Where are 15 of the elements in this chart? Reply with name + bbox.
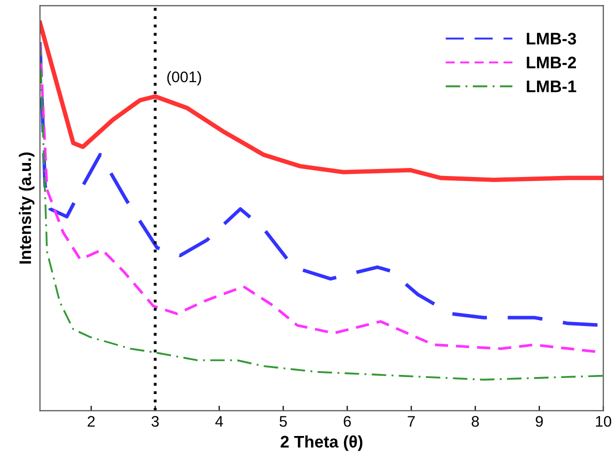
x-tick-label: 4 [215,416,224,427]
x-tick-label: 9 [536,416,543,427]
x-tick-label: 2 [88,416,95,427]
x-tick-label: 5 [280,416,287,427]
x-axis-title: 2 Theta (θ) [280,435,362,451]
x-tick-label: 8 [472,416,479,427]
x-tick-label: 3 [152,416,159,427]
x-tick-label: 7 [408,416,415,427]
x-tick-label: 10 [596,416,612,427]
x-tick-label: 6 [344,416,351,427]
legend-label: LMB-3 [526,32,576,45]
legend-label: LMB-2 [526,56,576,68]
legend-label: LMB-1 [526,80,576,92]
y-axis-title: Intensity (a.u.) [18,152,34,264]
annotation: (001) [167,71,202,86]
